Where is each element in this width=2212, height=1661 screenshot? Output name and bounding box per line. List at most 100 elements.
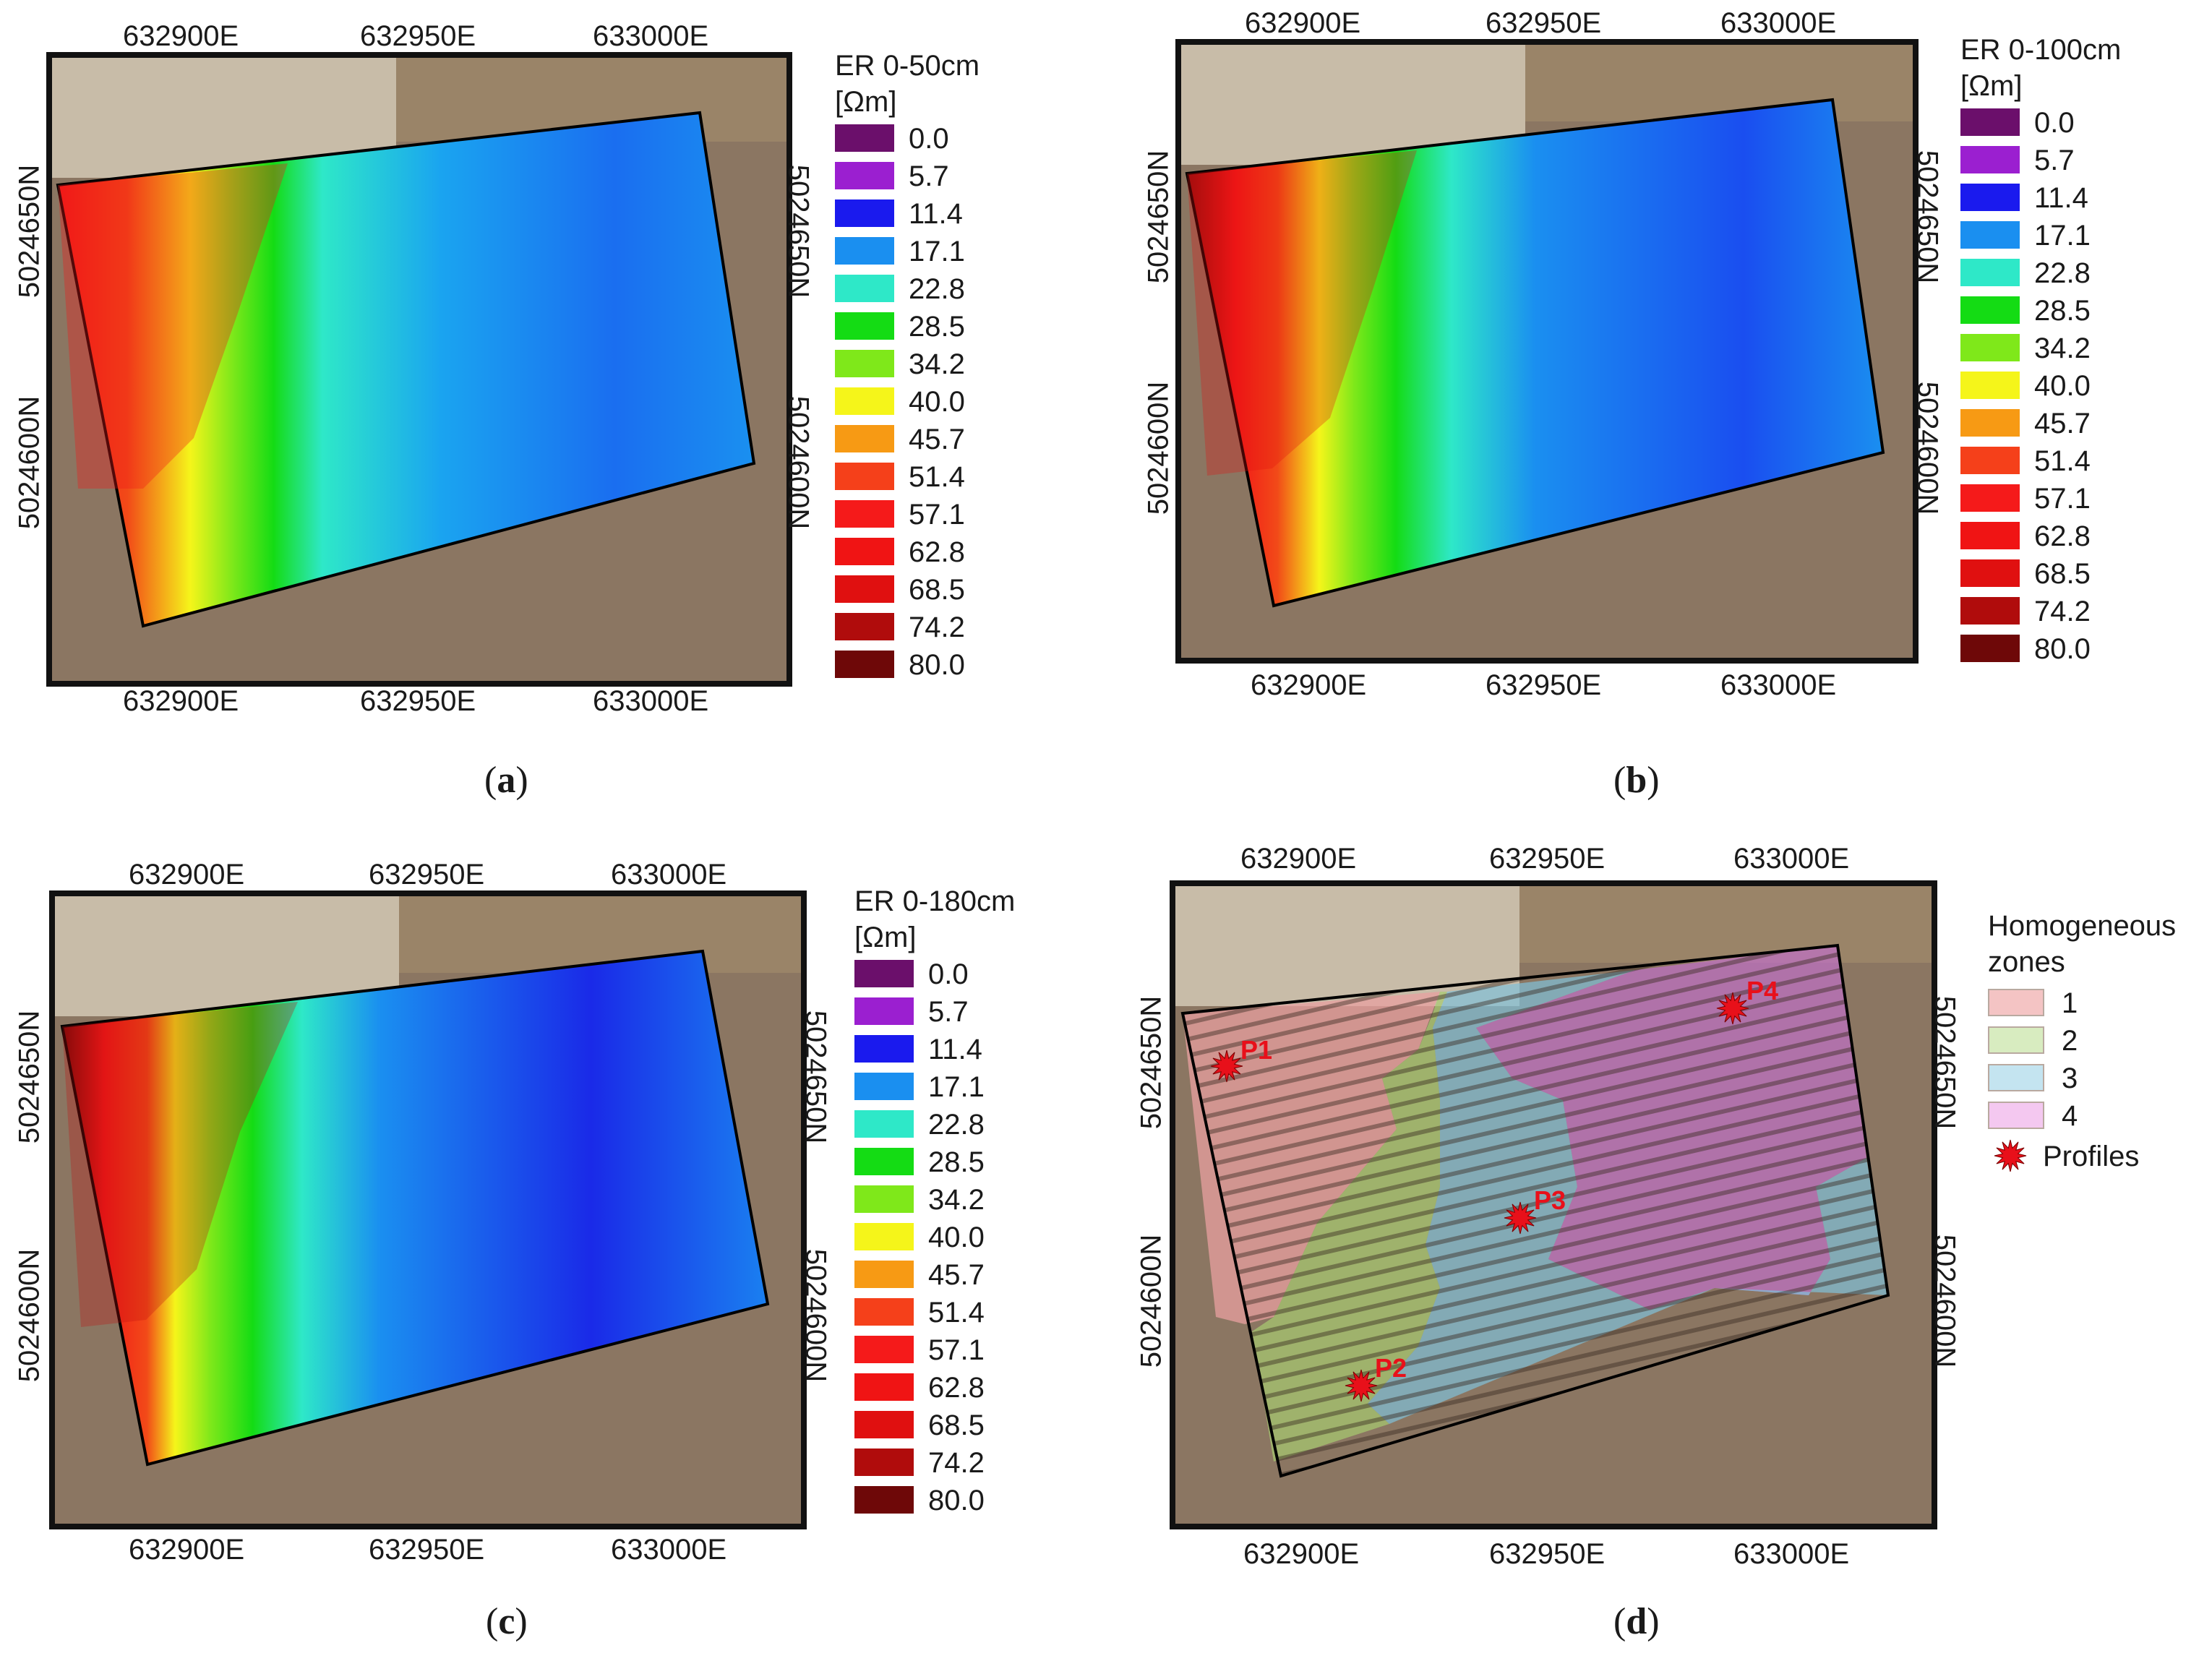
legend-value: 51.4 (909, 461, 965, 493)
legend-swatch (835, 124, 894, 152)
legend-value: 62.8 (909, 536, 965, 568)
legend-item: 40.0 (1960, 367, 2121, 405)
legend-item: 57.1 (854, 1331, 1015, 1369)
y-tick-right: 5024650N (800, 1010, 832, 1144)
legend-value: 0.0 (2034, 107, 2075, 139)
legend-item: 11.4 (835, 195, 979, 233)
legend-value: 28.5 (928, 1146, 985, 1178)
zone-label: 4 (2062, 1100, 2078, 1132)
legend-title: Homogeneous (1988, 910, 2177, 942)
legend-item: 34.2 (854, 1181, 1015, 1219)
caption-d: (d) (1613, 1601, 1660, 1642)
x-tick-bottom: 632950E (1489, 1538, 1606, 1570)
y-tick-right: 5024650N (1911, 150, 1944, 284)
legend-swatch (835, 538, 894, 565)
legend-swatch (854, 1110, 914, 1138)
legend-item: 51.4 (854, 1294, 1015, 1331)
x-tick-bottom: 632900E (1251, 669, 1367, 701)
y-tick-right: 5024650N (1929, 995, 1961, 1130)
legend-item: 22.8 (1960, 254, 2121, 292)
y-tick-left: 5024650N (13, 1010, 46, 1144)
legend-swatch (854, 1298, 914, 1326)
legend-swatch (854, 1486, 914, 1514)
x-tick-bottom: 632950E (369, 1534, 485, 1566)
legend-item: 34.2 (835, 345, 979, 383)
profile-marker-p4 (1716, 992, 1749, 1025)
legend-swatch (854, 960, 914, 987)
legend-swatch (1960, 635, 2020, 662)
legend-swatch (835, 237, 894, 265)
zone-legend-item: 4 (1988, 1097, 2176, 1135)
legend-value: 74.2 (2034, 596, 2091, 627)
legend-value: 45.7 (928, 1259, 985, 1291)
legend-value: 17.1 (909, 236, 965, 267)
legend-swatch (854, 997, 914, 1025)
caption-b: (b) (1613, 760, 1660, 801)
legend-swatch (1960, 559, 2020, 587)
legend-scale: 0.0 5.7 11.4 17.1 22.8 28.5 34.2 40.0 45.7 51.4 57… (835, 120, 979, 684)
legend-swatch (835, 613, 894, 640)
legend-value: 34.2 (928, 1184, 985, 1216)
legend-item: 68.5 (835, 571, 979, 609)
x-tick-top: 632950E (1489, 843, 1606, 875)
x-tick-bottom: 633000E (593, 685, 709, 717)
legend-value: 5.7 (909, 160, 949, 192)
legend-item: 80.0 (835, 646, 979, 684)
y-tick-right: 5024600N (1929, 1234, 1961, 1368)
zones-legend: Homogeneous zones 1 2 3 4 Profiles (1988, 908, 2176, 1175)
legend-swatch (854, 1185, 914, 1213)
x-tick-top: 633000E (1720, 7, 1837, 39)
legend-value: 45.7 (2034, 408, 2091, 439)
legend-scale: 0.0 5.7 11.4 17.1 22.8 28.5 34.2 40.0 45.7 51.4 57… (854, 956, 1015, 1519)
legend-item: 28.5 (835, 308, 979, 345)
legend-item: 0.0 (835, 120, 979, 158)
legend-item: 17.1 (1960, 217, 2121, 254)
legend-swatch (835, 275, 894, 302)
legend-value: 51.4 (2034, 445, 2091, 477)
y-tick-left: 5024650N (13, 164, 46, 299)
legend-title: ER 0-50cm (835, 50, 980, 82)
legend-swatch (1960, 334, 2020, 361)
resistivity-legend-a: ER 0-50cm [Ωm] 0.0 5.7 11.4 17.1 22.8 28.5 34.… (835, 48, 979, 684)
legend-swatch (835, 350, 894, 377)
zones-map: P1 P2 P3 P4 (1173, 883, 1934, 1527)
legend-value: 11.4 (928, 1034, 982, 1065)
legend-item: 45.7 (835, 421, 979, 458)
legend-swatch (835, 651, 894, 678)
legend-item: 62.8 (1960, 518, 2121, 555)
zone-legend-item: 1 (1988, 984, 2176, 1022)
legend-swatch (854, 1148, 914, 1175)
legend-item: 57.1 (835, 496, 979, 533)
x-tick-top: 632900E (123, 20, 239, 52)
legend-value: 68.5 (2034, 558, 2091, 590)
x-tick-top: 633000E (1733, 843, 1850, 875)
legend-swatch (835, 425, 894, 452)
zone-label: 2 (2062, 1025, 2078, 1057)
legend-item: 28.5 (1960, 292, 2121, 330)
x-tick-bottom: 632900E (129, 1534, 245, 1566)
x-tick-top: 632950E (1486, 7, 1602, 39)
legend-unit: [Ωm] (1960, 70, 2023, 102)
legend-swatch (835, 199, 894, 227)
legend-swatch (1960, 484, 2020, 512)
zone-swatch (1988, 1026, 2044, 1054)
legend-item: 74.2 (1960, 593, 2121, 630)
caption-c: (c) (486, 1601, 528, 1642)
x-tick-bottom: 633000E (611, 1534, 727, 1566)
legend-swatch (1960, 597, 2020, 625)
resistivity-legend-c: ER 0-180cm [Ωm] 0.0 5.7 11.4 17.1 22.8 28.5 34… (854, 883, 1015, 1519)
legend-swatch (854, 1073, 914, 1100)
zone-list: 1 2 3 4 (1988, 984, 2176, 1135)
profile-label-p4: P4 (1746, 976, 1779, 1005)
legend-value: 57.1 (909, 499, 965, 531)
legend-swatch (1960, 296, 2020, 324)
legend-item: 0.0 (854, 956, 1015, 993)
legend-value: 34.2 (909, 348, 965, 380)
legend-item: 40.0 (835, 383, 979, 421)
x-tick-bottom: 632950E (1486, 669, 1602, 701)
legend-value: 17.1 (2034, 220, 2091, 252)
legend-value: 11.4 (2034, 182, 2088, 214)
legend-unit: [Ωm] (854, 922, 917, 953)
y-tick-left: 5024600N (13, 1248, 46, 1383)
legend-swatch (854, 1223, 914, 1250)
